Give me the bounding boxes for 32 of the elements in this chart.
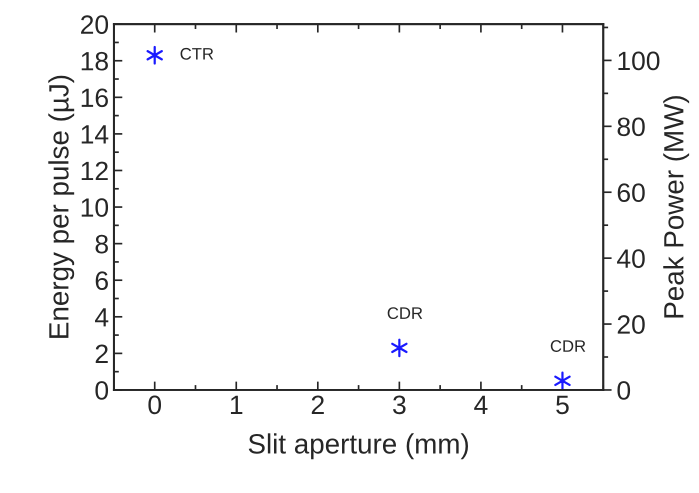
annotation: CTR <box>180 48 214 60</box>
x-tick-label: 0 <box>148 396 162 414</box>
point <box>391 338 408 358</box>
x-tick-label: 3 <box>393 396 406 414</box>
point <box>146 46 163 65</box>
y-tick-label: 4 <box>95 308 108 326</box>
y2-tick-label: 20 <box>618 315 645 334</box>
y-tick-label: 2 <box>96 344 108 363</box>
x-tick-label: 2 <box>312 396 324 414</box>
y2-axis-title: Peak Power (MW) <box>663 96 690 318</box>
y2-tick-label: 80 <box>618 117 645 136</box>
x-tick-label: 4 <box>474 396 488 414</box>
y-tick-label: 20 <box>81 15 108 34</box>
annotation: CDR <box>388 307 422 320</box>
y-tick-label: 0 <box>95 381 108 400</box>
y-tick-label: 18 <box>82 52 108 71</box>
y2-tick-label: 40 <box>617 249 645 268</box>
y-tick-label: 16 <box>82 88 108 108</box>
y2-tick-label: 100 <box>618 52 660 70</box>
y-tick-label: 8 <box>96 234 108 254</box>
y-tick-label: 12 <box>82 162 108 180</box>
y-tick-label: 6 <box>96 271 108 290</box>
y2-tick-label: 0 <box>617 381 630 400</box>
y-tick-label: 10 <box>82 198 108 217</box>
x-tick-label: 1 <box>230 396 242 414</box>
y2-tick-label: 60 <box>618 183 645 202</box>
y-axis-title: Energy per pulse (µJ) <box>48 76 74 338</box>
annotation: CDR <box>550 340 586 352</box>
x-tick-label: 5 <box>556 396 569 414</box>
y-tick-label: 14 <box>82 125 108 144</box>
point <box>554 371 571 390</box>
x-axis-title: Slit aperture (mm) <box>248 433 468 460</box>
